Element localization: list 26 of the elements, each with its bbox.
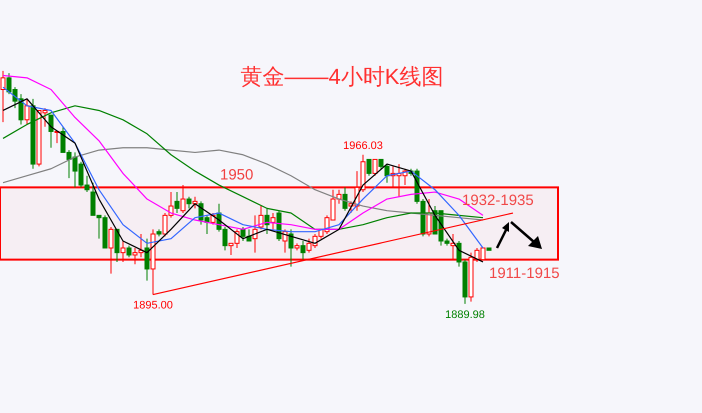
candlestick (144, 238, 150, 282)
candlestick (126, 245, 132, 258)
annotation: 1932-1935 (462, 192, 534, 209)
candlestick (270, 212, 276, 230)
candlestick (180, 184, 186, 214)
candlestick (114, 228, 120, 262)
candlestick (24, 98, 30, 125)
candlestick (378, 158, 384, 170)
chart-title: 黄金——4小时K线图 (240, 63, 444, 91)
candlestick (342, 186, 348, 212)
candlestick (258, 206, 264, 230)
annotation: 1966.03 (343, 140, 383, 152)
annotation: 1889.98 (445, 308, 485, 321)
band-label: 1950 (220, 166, 254, 184)
annotation: 1895.00 (133, 300, 173, 312)
candlestick (120, 240, 126, 262)
candlestick (372, 158, 378, 176)
candlestick (174, 192, 180, 214)
candlestick (366, 158, 372, 176)
annotation: 1911-1915 (489, 265, 560, 282)
candlestick (48, 114, 54, 148)
candlestick (186, 196, 192, 209)
candlestick (288, 228, 294, 268)
candlestick (384, 164, 390, 184)
candlestick (108, 226, 114, 274)
candlestick (300, 240, 306, 260)
